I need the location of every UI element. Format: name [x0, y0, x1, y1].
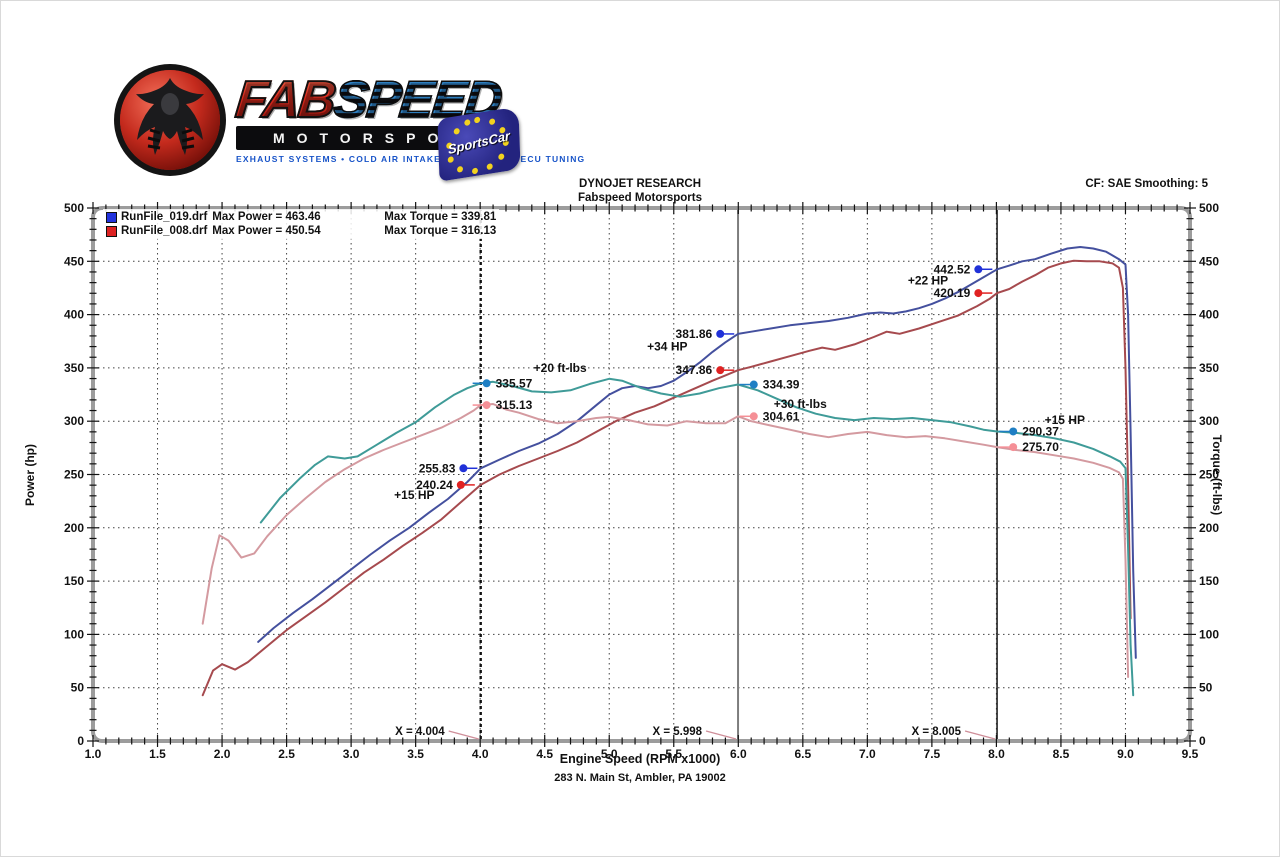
cursor-x-labels: X = 4.004 X = 5.998 X = 8.005: [395, 726, 996, 740]
curve: [201, 403, 1130, 678]
logo-tagline: EXHAUST SYSTEMS • COLD AIR INTAKES • HEA…: [236, 154, 586, 164]
svg-text:335.57: 335.57: [496, 376, 533, 390]
footer-address: 283 N. Main St, Ambler, PA 19002: [554, 772, 726, 784]
svg-text:200: 200: [1199, 521, 1219, 535]
y-axis-label-torque: Torque (ft-lbs): [1210, 434, 1224, 516]
svg-text:3.0: 3.0: [343, 747, 360, 761]
legend-row-run008: RunFile_008.drf Max Power = 450.54 Max T…: [106, 224, 496, 238]
svg-text:6.0: 6.0: [730, 747, 747, 761]
svg-text:5.5: 5.5: [665, 747, 682, 761]
dyno-curves: [201, 246, 1137, 697]
svg-text:50: 50: [1199, 681, 1213, 695]
x-axis-label: Engine Speed (RPM x1000): [559, 752, 721, 766]
legend-file-name: RunFile_008.drf: [121, 225, 208, 237]
svg-text:5.0: 5.0: [601, 747, 618, 761]
x-tick-labels: 1.0 1.5 2.0 2.5 3.0 3.5 4.0 4.5 5.0 5.5 6.0 6.5 7.0 7…: [85, 747, 1199, 761]
svg-text:150: 150: [64, 574, 84, 588]
svg-text:0: 0: [1199, 734, 1206, 748]
svg-text:6.5: 6.5: [794, 747, 811, 761]
legend-file-name: RunFile_019.drf: [121, 211, 208, 223]
svg-text:100: 100: [64, 627, 84, 641]
chart-title: DYNOJET RESEARCH: [578, 178, 702, 190]
svg-text:350: 350: [64, 361, 84, 375]
axis-ticks: [87, 202, 1196, 747]
curve: [259, 377, 1135, 697]
svg-text:250: 250: [1199, 468, 1219, 482]
run008-swatch-icon: [106, 225, 117, 237]
svg-text:100: 100: [1199, 627, 1219, 641]
gridlines: [93, 208, 1190, 741]
svg-text:7.0: 7.0: [859, 747, 876, 761]
chart-legend: RunFile_019.drf Max Power = 463.46 Max T…: [103, 209, 500, 239]
svg-text:200: 200: [64, 521, 84, 535]
svg-text:420.19: 420.19: [934, 286, 971, 300]
y-axis-label-power: Power (hp): [23, 444, 37, 506]
svg-text:X = 4.004: X = 4.004: [395, 726, 445, 738]
eagle-emblem-icon: [114, 64, 226, 176]
svg-text:450: 450: [1199, 254, 1219, 268]
svg-text:4.5: 4.5: [536, 747, 553, 761]
svg-text:+30 ft-lbs: +30 ft-lbs: [774, 397, 827, 411]
svg-text:304.61: 304.61: [763, 409, 800, 423]
svg-text:1.5: 1.5: [149, 747, 166, 761]
svg-text:0: 0: [77, 734, 84, 748]
svg-text:4.0: 4.0: [472, 747, 489, 761]
svg-text:+34 HP: +34 HP: [647, 340, 687, 354]
svg-text:9.5: 9.5: [1182, 747, 1199, 761]
legend-max-torque: Max Torque = 316.13: [384, 225, 497, 237]
svg-text:350: 350: [1199, 361, 1219, 375]
y-tick-labels-left: 0 50 100 150 200 250 300 350 400 450 500: [64, 201, 84, 748]
chart-subtitle: Fabspeed Motorsports: [578, 192, 702, 204]
svg-text:400: 400: [1199, 308, 1219, 322]
svg-text:3.5: 3.5: [407, 747, 424, 761]
svg-text:9.0: 9.0: [1117, 747, 1134, 761]
value-markers: 255.83 240.24 335.57 315.13 381.86 347.86 334.…: [416, 262, 1059, 492]
svg-text:1.0: 1.0: [85, 747, 102, 761]
svg-text:2.5: 2.5: [278, 747, 295, 761]
y-tick-labels-right: 0 50 100 150 200 250 300 350 400 450 500: [1199, 201, 1219, 748]
gain-notes: +15 HP +20 ft-lbs +34 HP +30 ft-lbs +22 HP +1…: [394, 273, 1085, 501]
run019-swatch-icon: [106, 211, 117, 223]
svg-text:7.5: 7.5: [924, 747, 941, 761]
svg-text:347.86: 347.86: [676, 363, 713, 377]
svg-text:X = 5.998: X = 5.998: [652, 726, 702, 738]
svg-text:50: 50: [71, 681, 85, 695]
fabspeed-logo: FABSPEED MOTORSPORT EXHAUST SYSTEMS • CO…: [108, 58, 586, 183]
curve: [257, 246, 1137, 659]
legend-max-power: Max Power = 450.54: [212, 225, 321, 237]
svg-text:381.86: 381.86: [676, 327, 713, 341]
svg-text:300: 300: [64, 414, 84, 428]
svg-text:+15 HP: +15 HP: [394, 488, 434, 502]
svg-text:450: 450: [64, 254, 84, 268]
svg-text:150: 150: [1199, 574, 1219, 588]
legend-row-run019: RunFile_019.drf Max Power = 463.46 Max T…: [106, 210, 496, 224]
svg-text:8.5: 8.5: [1053, 747, 1070, 761]
svg-text:2.0: 2.0: [214, 747, 231, 761]
svg-text:275.70: 275.70: [1022, 440, 1059, 454]
svg-text:442.52: 442.52: [934, 262, 971, 276]
svg-text:X = 8.005: X = 8.005: [911, 726, 961, 738]
svg-text:240.24: 240.24: [416, 478, 453, 492]
plot-frame: [91, 206, 1192, 743]
correction-smoothing-note: CF: SAE Smoothing: 5: [1085, 178, 1208, 190]
svg-text:+20 ft-lbs: +20 ft-lbs: [534, 361, 587, 375]
legend-max-torque: Max Torque = 339.81: [384, 211, 497, 223]
curve: [201, 259, 1132, 697]
svg-text:300: 300: [1199, 414, 1219, 428]
svg-text:400: 400: [64, 308, 84, 322]
svg-text:8.0: 8.0: [988, 747, 1005, 761]
svg-text:250: 250: [64, 468, 84, 482]
svg-text:500: 500: [64, 201, 84, 215]
svg-text:334.39: 334.39: [763, 378, 800, 392]
svg-text:315.13: 315.13: [496, 398, 533, 412]
svg-text:+22 HP: +22 HP: [908, 273, 948, 287]
svg-text:+15 HP: +15 HP: [1045, 413, 1085, 427]
legend-max-power: Max Power = 463.46: [212, 211, 321, 223]
svg-text:290.37: 290.37: [1022, 424, 1059, 438]
svg-text:255.83: 255.83: [419, 461, 456, 475]
svg-text:500: 500: [1199, 201, 1219, 215]
cursor-lines: [479, 208, 998, 741]
